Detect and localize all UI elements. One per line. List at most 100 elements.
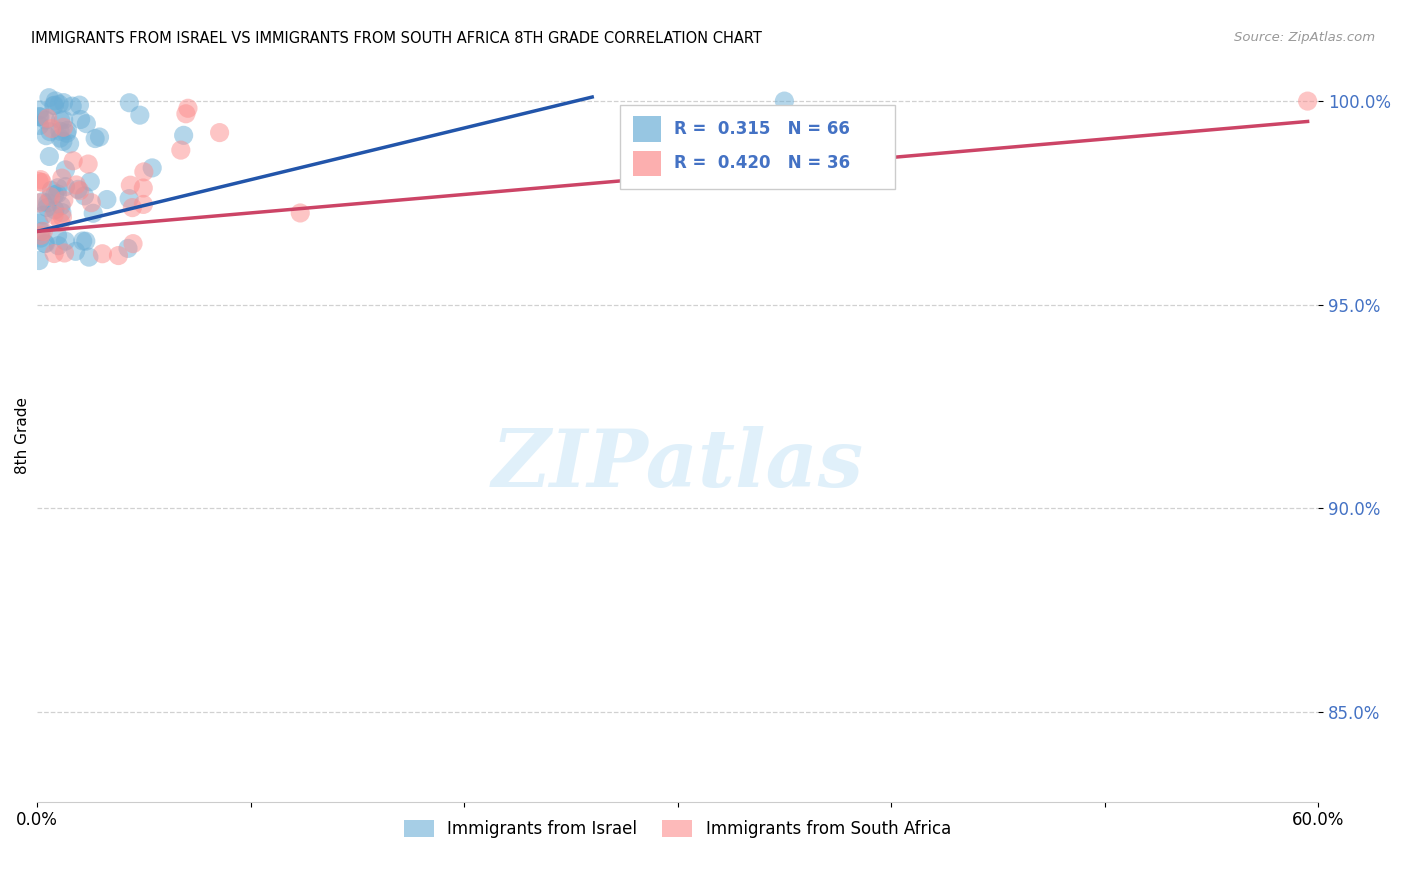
Point	[52, 120, 75, 135]
Point	[132, 181, 155, 195]
Point	[208, 126, 231, 140]
Text: ZIPatlas: ZIPatlas	[492, 425, 863, 503]
Point	[39, 190, 62, 204]
Point	[141, 161, 163, 175]
Point	[1296, 94, 1319, 108]
Point	[52, 135, 75, 149]
Point	[30, 228, 52, 243]
Point	[28, 253, 51, 268]
Point	[96, 193, 118, 207]
Point	[132, 197, 155, 211]
Point	[28, 110, 51, 124]
Point	[39, 125, 62, 139]
Point	[42, 98, 65, 112]
Point	[118, 192, 141, 206]
Point	[84, 131, 107, 145]
Point	[53, 246, 76, 260]
Point	[28, 103, 51, 117]
Point	[49, 215, 72, 229]
Point	[46, 186, 69, 201]
Point	[41, 121, 63, 136]
Point	[44, 187, 66, 202]
Point	[55, 234, 77, 248]
Point	[34, 236, 56, 251]
Point	[72, 234, 94, 248]
Point	[49, 124, 72, 138]
Point	[28, 119, 51, 133]
Point	[77, 157, 100, 171]
Point	[44, 98, 66, 112]
Point	[51, 210, 73, 224]
Point	[117, 241, 139, 255]
Point	[59, 136, 82, 151]
Point	[69, 112, 91, 127]
Point	[55, 126, 77, 140]
Point	[73, 189, 96, 203]
Point	[41, 183, 63, 197]
Point	[80, 195, 103, 210]
Point	[35, 113, 58, 128]
Point	[52, 193, 75, 207]
Point	[79, 175, 101, 189]
Point	[60, 99, 83, 113]
Point	[107, 248, 129, 262]
Bar	[633, 116, 661, 142]
Legend: Immigrants from Israel, Immigrants from South Africa: Immigrants from Israel, Immigrants from …	[398, 813, 957, 845]
Point	[44, 94, 66, 108]
Point	[28, 110, 51, 124]
Point	[51, 199, 73, 213]
Point	[51, 171, 73, 186]
Point	[55, 179, 77, 194]
Point	[34, 236, 56, 251]
Point	[28, 195, 51, 210]
Point	[49, 112, 72, 127]
Point	[122, 236, 145, 251]
Point	[37, 195, 59, 210]
Point	[46, 238, 69, 252]
Bar	[620, 105, 896, 189]
Point	[69, 98, 91, 112]
Point	[44, 202, 66, 217]
Point	[290, 206, 312, 220]
Point	[173, 128, 195, 143]
Point	[35, 128, 58, 143]
Point	[35, 201, 58, 215]
Point	[32, 208, 55, 222]
Point	[773, 94, 796, 108]
Point	[120, 178, 142, 193]
Text: IMMIGRANTS FROM ISRAEL VS IMMIGRANTS FROM SOUTH AFRICA 8TH GRADE CORRELATION CHA: IMMIGRANTS FROM ISRAEL VS IMMIGRANTS FRO…	[31, 31, 762, 46]
Point	[46, 180, 69, 194]
Point	[52, 112, 75, 127]
Point	[56, 123, 79, 137]
Point	[121, 201, 143, 215]
Bar	[633, 151, 661, 177]
Point	[49, 131, 72, 145]
Point	[46, 228, 69, 243]
Point	[31, 194, 53, 209]
Point	[30, 172, 52, 186]
Point	[69, 184, 91, 198]
Point	[77, 250, 100, 264]
Text: Source: ZipAtlas.com: Source: ZipAtlas.com	[1234, 31, 1375, 45]
Point	[32, 224, 55, 238]
Point	[52, 95, 75, 110]
Point	[38, 149, 60, 163]
Point	[75, 117, 97, 131]
Text: R =  0.315   N = 66: R = 0.315 N = 66	[673, 120, 849, 138]
Point	[55, 162, 77, 177]
Point	[31, 176, 53, 190]
Y-axis label: 8th Grade: 8th Grade	[15, 397, 30, 474]
Point	[37, 112, 59, 126]
Point	[28, 216, 51, 230]
Point	[48, 97, 70, 112]
Point	[42, 208, 65, 222]
Point	[67, 182, 90, 196]
Point	[174, 107, 197, 121]
Point	[128, 108, 150, 122]
Point	[118, 95, 141, 110]
Point	[62, 153, 84, 168]
Point	[65, 244, 87, 259]
Point	[38, 91, 60, 105]
Point	[82, 206, 104, 220]
Point	[170, 143, 193, 157]
